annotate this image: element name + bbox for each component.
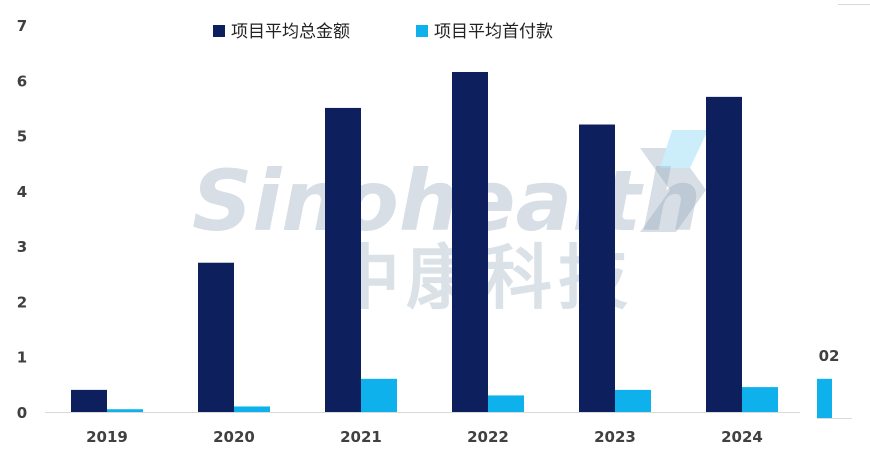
x-tick-label: 2023 xyxy=(594,428,636,446)
bar-upfront-2023 xyxy=(615,389,651,412)
legend-label-upfront: 项目平均首付款 xyxy=(434,22,553,42)
bar-total-2024 xyxy=(706,96,742,412)
bar-upfront-2019 xyxy=(107,409,143,412)
x-tick-label: 2020 xyxy=(213,428,255,446)
x-tick-label: 2021 xyxy=(340,428,382,446)
extra-bar xyxy=(817,378,832,418)
bars xyxy=(71,71,778,412)
y-tick-label: 2 xyxy=(17,293,27,311)
watermark-latin: Sinohealth xyxy=(192,152,701,250)
bar-total-2022 xyxy=(452,71,488,412)
extra-bar-group: 02 xyxy=(817,4,870,419)
y-tick-label: 4 xyxy=(17,183,27,201)
watermark-logo-icon xyxy=(640,130,708,232)
x-tick-label: 2024 xyxy=(721,428,763,446)
bar-upfront-2021 xyxy=(361,378,397,412)
y-tick-label: 0 xyxy=(17,404,27,422)
y-tick-label: 1 xyxy=(17,349,27,367)
bar-upfront-2022 xyxy=(488,395,524,412)
bar-upfront-2024 xyxy=(742,387,778,412)
watermark: Sinohealth 中康科技 xyxy=(192,130,708,319)
y-tick-label: 3 xyxy=(17,238,27,256)
legend: 项目平均总金额 项目平均首付款 xyxy=(213,22,553,42)
bar-total-2019 xyxy=(71,389,107,412)
bar-total-2023 xyxy=(579,124,615,412)
legend-swatch-upfront xyxy=(416,25,428,37)
extra-bar-label: 02 xyxy=(819,347,840,365)
y-tick-label: 5 xyxy=(17,128,27,146)
bar-total-2020 xyxy=(198,262,234,412)
bar-upfront-2020 xyxy=(234,406,270,412)
bar-total-2021 xyxy=(325,107,361,412)
y-axis: 0 1 2 3 4 5 6 7 xyxy=(17,17,27,422)
x-tick-label: 2022 xyxy=(467,428,509,446)
x-axis: 2019 2020 2021 2022 2023 2024 xyxy=(86,428,763,446)
x-tick-label: 2019 xyxy=(86,428,128,446)
legend-swatch-total xyxy=(213,25,225,37)
legend-label-total: 项目平均总金额 xyxy=(231,22,350,42)
y-tick-label: 7 xyxy=(17,17,27,35)
y-tick-label: 6 xyxy=(17,72,27,90)
